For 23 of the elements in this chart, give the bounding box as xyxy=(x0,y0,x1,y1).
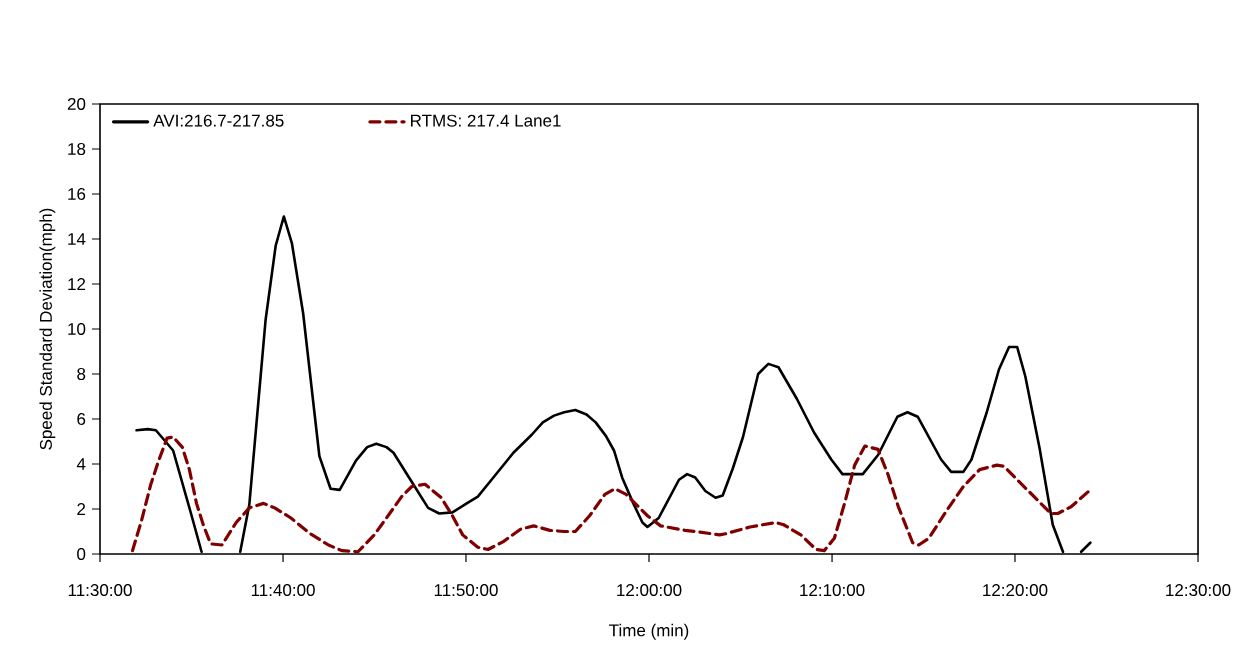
y-tick-label: 12 xyxy=(68,278,86,290)
x-tick-label: 12:00:00 xyxy=(617,584,682,597)
y-tick-label: 14 xyxy=(68,233,86,245)
y-tick-label: 6 xyxy=(77,412,86,426)
x-tick-label: 12:10:00 xyxy=(800,584,865,597)
legend-label: AVI:216.7-217.85 xyxy=(153,114,284,127)
line-series xyxy=(130,435,1092,554)
y-tick-label: 16 xyxy=(68,187,86,200)
y-tick-label: 10 xyxy=(68,322,86,336)
y-axis-title: Speed Standard Deviation(mph) xyxy=(39,208,56,450)
y-tick-label: 4 xyxy=(76,458,86,470)
x-tick-label: 12:30:00 xyxy=(1166,584,1231,597)
x-tick-label: 12:20:00 xyxy=(983,584,1048,597)
legend-label: RTMS: 217.4 Lane1 xyxy=(411,114,561,127)
x-axis-title: Time (min) xyxy=(609,623,689,640)
x-tick-label: 11:40:00 xyxy=(251,584,315,597)
x-tick-label: 11:30:00 xyxy=(68,584,132,597)
x-tick-label: 11:50:00 xyxy=(434,584,498,597)
y-tick-label: 0 xyxy=(77,548,86,561)
y-tick-label: 2 xyxy=(77,503,86,515)
y-tick-label: 18 xyxy=(68,142,86,155)
y-tick-label: 8 xyxy=(77,367,86,381)
y-tick-label: 20 xyxy=(67,97,86,110)
